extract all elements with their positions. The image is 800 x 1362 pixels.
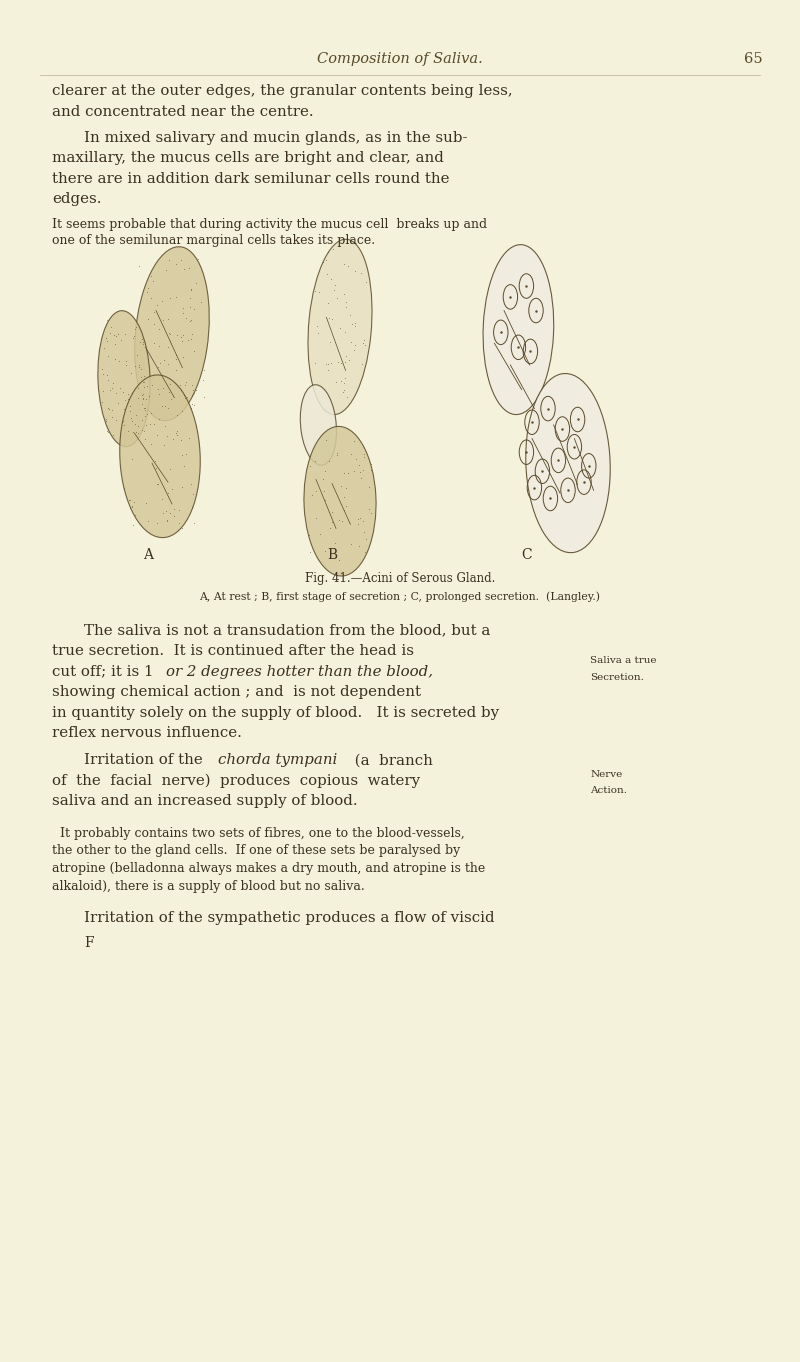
Text: of  the  facial  nerve)  produces  copious  watery: of the facial nerve) produces copious wa… bbox=[52, 774, 420, 789]
Text: 65: 65 bbox=[744, 52, 762, 65]
Text: and concentrated near the centre.: and concentrated near the centre. bbox=[52, 105, 314, 118]
Ellipse shape bbox=[120, 375, 200, 538]
Text: one of the semilunar marginal cells takes its place.: one of the semilunar marginal cells take… bbox=[52, 234, 375, 248]
Text: or 2 degrees hotter than the blood,: or 2 degrees hotter than the blood, bbox=[166, 665, 434, 678]
Text: alkaloid), there is a supply of blood but no saliva.: alkaloid), there is a supply of blood bu… bbox=[52, 880, 365, 893]
Text: showing chemical action ; and  is not dependent: showing chemical action ; and is not dep… bbox=[52, 685, 421, 699]
Text: atropine (belladonna always makes a dry mouth, and atropine is the: atropine (belladonna always makes a dry … bbox=[52, 862, 486, 876]
Text: Saliva a true: Saliva a true bbox=[590, 656, 657, 666]
Text: C: C bbox=[521, 548, 532, 561]
Text: the other to the gland cells.  If one of these sets be paralysed by: the other to the gland cells. If one of … bbox=[52, 844, 460, 858]
Text: In mixed salivary and mucin glands, as in the sub-: In mixed salivary and mucin glands, as i… bbox=[84, 131, 467, 144]
Text: A, At rest ; B, first stage of secretion ; C, prolonged secretion.  (Langley.): A, At rest ; B, first stage of secretion… bbox=[199, 591, 601, 602]
Text: It probably contains two sets of fibres, one to the blood-vessels,: It probably contains two sets of fibres,… bbox=[60, 827, 465, 840]
Text: maxillary, the mucus cells are bright and clear, and: maxillary, the mucus cells are bright an… bbox=[52, 151, 444, 165]
Text: The saliva is not a transudation from the blood, but a: The saliva is not a transudation from th… bbox=[84, 624, 490, 637]
Text: (a  branch: (a branch bbox=[350, 753, 434, 767]
Text: saliva and an increased supply of blood.: saliva and an increased supply of blood. bbox=[52, 794, 358, 808]
Text: cut off; it is 1: cut off; it is 1 bbox=[52, 665, 158, 678]
Text: edges.: edges. bbox=[52, 192, 102, 206]
Ellipse shape bbox=[526, 373, 610, 553]
Text: Irritation of the sympathetic produces a flow of viscid: Irritation of the sympathetic produces a… bbox=[84, 911, 494, 925]
Text: chorda tympani: chorda tympani bbox=[218, 753, 337, 767]
Ellipse shape bbox=[483, 245, 554, 414]
Text: reflex nervous influence.: reflex nervous influence. bbox=[52, 726, 242, 740]
Text: there are in addition dark semilunar cells round the: there are in addition dark semilunar cel… bbox=[52, 172, 450, 185]
Ellipse shape bbox=[304, 426, 376, 576]
Ellipse shape bbox=[308, 240, 372, 414]
Text: B: B bbox=[327, 548, 337, 561]
Text: F: F bbox=[84, 936, 94, 949]
Text: in quantity solely on the supply of blood.   It is secreted by: in quantity solely on the supply of bloo… bbox=[52, 706, 499, 719]
Ellipse shape bbox=[134, 247, 210, 421]
Text: Secretion.: Secretion. bbox=[590, 673, 644, 682]
Ellipse shape bbox=[98, 311, 150, 447]
Text: clearer at the outer edges, the granular contents being less,: clearer at the outer edges, the granular… bbox=[52, 84, 513, 98]
Text: A: A bbox=[143, 548, 153, 561]
Ellipse shape bbox=[300, 384, 337, 466]
Text: Irritation of the: Irritation of the bbox=[84, 753, 207, 767]
Text: It seems probable that during activity the mucus cell  breaks up and: It seems probable that during activity t… bbox=[52, 218, 487, 232]
Text: Composition of Saliva.: Composition of Saliva. bbox=[317, 52, 483, 65]
Text: Nerve: Nerve bbox=[590, 770, 622, 779]
Text: Fig. 41.—Acini of Serous Gland.: Fig. 41.—Acini of Serous Gland. bbox=[305, 572, 495, 586]
Text: Action.: Action. bbox=[590, 786, 627, 795]
Text: true secretion.  It is continued after the head is: true secretion. It is continued after th… bbox=[52, 644, 414, 658]
